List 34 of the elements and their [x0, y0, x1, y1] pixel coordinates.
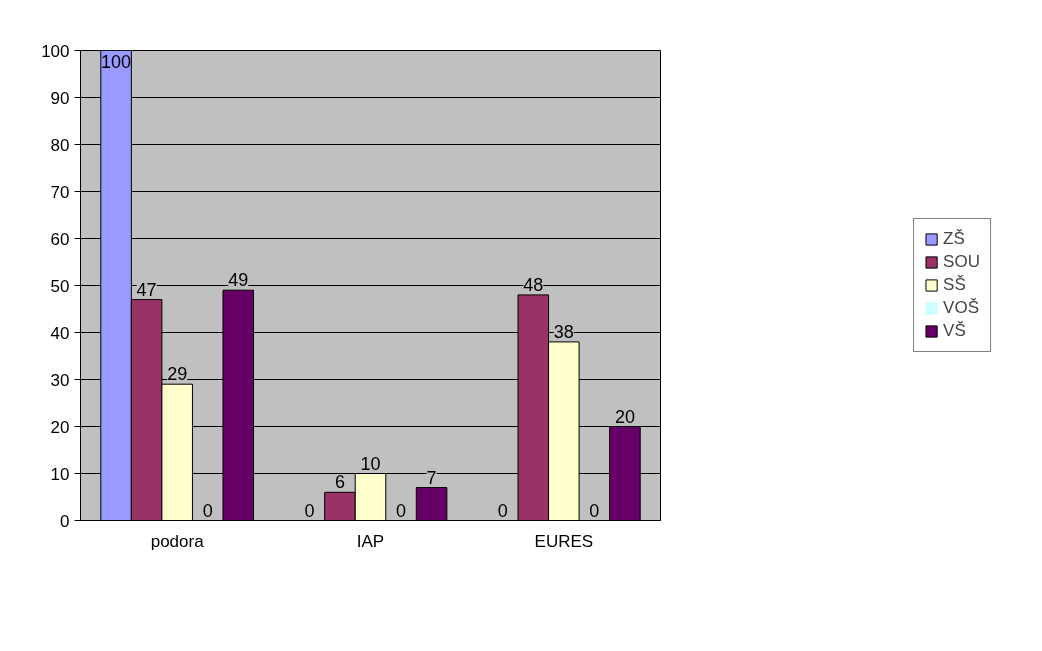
data-label: 0	[497, 500, 508, 521]
data-label: 0	[589, 500, 600, 521]
data-label: 6	[334, 472, 345, 493]
y-tick-label: 20	[50, 417, 70, 437]
data-label: 47	[136, 279, 157, 300]
data-label: 49	[228, 270, 249, 291]
data-label: 7	[426, 467, 437, 488]
data-label: 0	[202, 500, 213, 521]
x-tick-label: EURES	[534, 531, 594, 551]
y-tick-label: 30	[50, 370, 70, 390]
legend-label: SŠ	[943, 275, 966, 295]
legend-label: VOŠ	[943, 298, 979, 318]
data-label: 48	[523, 274, 544, 295]
y-tick-label: 0	[60, 511, 70, 531]
y-tick-label: 40	[50, 323, 70, 343]
data-label: 0	[304, 500, 315, 521]
data-label: 0	[396, 500, 407, 521]
y-tick-label: 80	[50, 135, 70, 155]
legend-label: SOU	[943, 252, 980, 272]
y-tick-label: 50	[50, 276, 70, 296]
x-tick-label: podora	[150, 531, 205, 551]
data-label: 38	[553, 321, 574, 342]
data-label: 10	[360, 453, 381, 474]
y-tick-label: 60	[50, 229, 70, 249]
y-tick-label: 90	[50, 88, 70, 108]
y-tick-label: 100	[41, 41, 70, 61]
legend-label: ZŠ	[943, 229, 965, 249]
y-tick-label: 10	[50, 464, 70, 484]
data-label: 20	[614, 406, 635, 427]
data-label: 100	[101, 51, 132, 72]
legend-label: VŠ	[943, 321, 966, 341]
data-label: 29	[167, 364, 188, 385]
y-tick-label: 70	[50, 182, 70, 202]
x-tick-label: IAP	[356, 531, 385, 551]
